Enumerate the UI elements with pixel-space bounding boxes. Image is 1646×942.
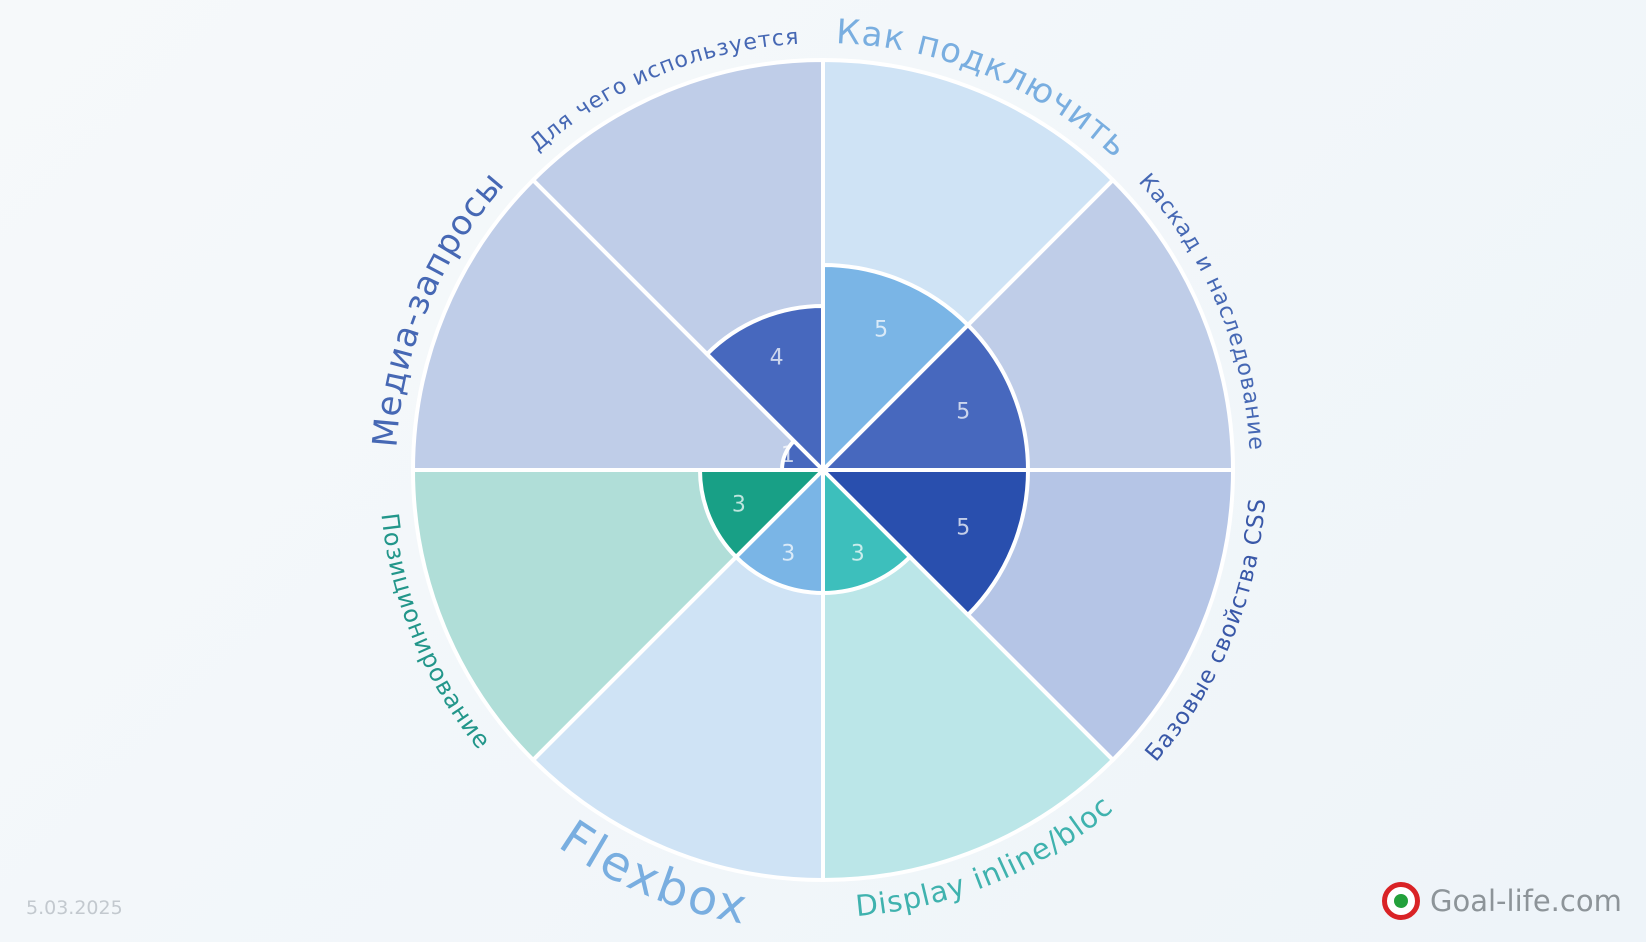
sector-background bbox=[530, 465, 825, 883]
value-sectors bbox=[697, 262, 1031, 618]
value-sector[interactable] bbox=[821, 262, 971, 475]
value-labels: 5 5 5 3 3 3 1 4 bbox=[732, 317, 970, 566]
value-label: 3 bbox=[781, 542, 795, 567]
value-label: 3 bbox=[732, 492, 746, 517]
target-icon bbox=[1382, 882, 1420, 920]
value-sector[interactable] bbox=[704, 303, 825, 475]
value-sector[interactable] bbox=[697, 468, 828, 560]
value-sector[interactable] bbox=[818, 322, 1031, 472]
date-label: 5.03.2025 bbox=[26, 897, 123, 919]
value-label: 5 bbox=[956, 516, 970, 541]
value-label: 5 bbox=[956, 399, 970, 424]
value-label: 4 bbox=[770, 345, 784, 370]
sector-background bbox=[821, 465, 1116, 883]
value-sector[interactable] bbox=[818, 468, 1031, 618]
brand-name: Goal-life.com bbox=[1430, 884, 1622, 918]
value-label: 1 bbox=[781, 443, 795, 468]
value-label: 5 bbox=[874, 317, 888, 342]
sector-background bbox=[410, 177, 828, 472]
sector-background bbox=[410, 468, 828, 763]
brand-logo[interactable]: Goal-life.com bbox=[1382, 882, 1622, 920]
value-sector[interactable] bbox=[733, 465, 825, 596]
value-label: 3 bbox=[851, 542, 865, 567]
value-sector[interactable] bbox=[821, 465, 913, 596]
